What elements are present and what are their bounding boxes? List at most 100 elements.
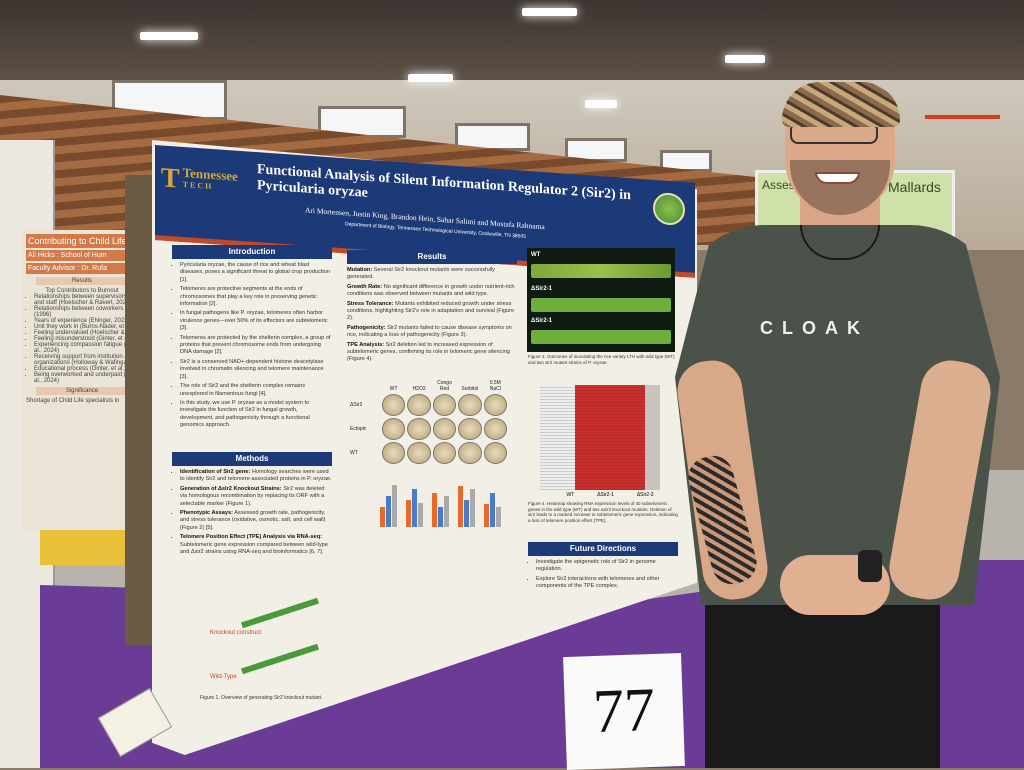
results-items: Mutation: Several Sir2 knockout mutants …: [347, 267, 517, 364]
results-text: Sir2 mutants failed to cause disease sym…: [347, 324, 512, 339]
intro-bullet: Telomeres are protected by the shelterin…: [180, 335, 332, 357]
wristwatch: [858, 550, 882, 582]
neighbor-poster: Contributing to Child Life Ali Hicks : S…: [22, 230, 142, 530]
knockout-label: Knockout construct: [210, 630, 262, 636]
results-heading: Results: [347, 250, 517, 264]
results-item: Mutation: Several Sir2 knockout mutants …: [347, 267, 517, 282]
results-term: Stress Tolerance:: [347, 300, 394, 307]
methods-item: Phenotypic Assays: Assessed growth rate,…: [180, 510, 332, 532]
intro-bullet: The role of Sir2 and the shelterin compl…: [180, 383, 332, 398]
neighbor-results-heading: Results: [36, 277, 128, 285]
intro-bullet: Pyricularia oryzae, the cause of rice an…: [180, 262, 332, 284]
gene-segment: [241, 643, 319, 675]
methods-bullets: Identification of Sir2 gene: Homology se…: [172, 469, 332, 556]
results-item: Growth Rate: No significant difference i…: [347, 284, 517, 299]
neighbor-bullet: Years of experience (Ehinger, 2022): [34, 318, 138, 324]
results-text: Mutants exhibited reduced growth under s…: [347, 300, 515, 322]
bar-mark: [470, 489, 475, 527]
results-text: Several Sir2 knockout mutants were succe…: [347, 267, 495, 281]
agar-plate: [382, 418, 406, 440]
bar-mark: [380, 507, 385, 527]
methods-term: Identification of Sir2 gene:: [180, 469, 251, 475]
results-term: Growth Rate:: [347, 283, 383, 290]
neighbor-bullet: Feeling undervalued (Hoelscher & R.): [34, 330, 138, 336]
row-label: ΔSir2: [350, 402, 363, 408]
agar-plate: [458, 418, 482, 440]
agar-plate: [432, 442, 457, 464]
rice-leaf: [531, 264, 671, 278]
figure2-bar-chart: [372, 472, 512, 527]
neighbor-bullet: Educational process (Ginter, et al.): [34, 366, 138, 372]
methods-text: Homology searches were used to identify …: [180, 469, 332, 483]
smile: [815, 172, 860, 184]
column-label: ΔSir2-2: [636, 492, 654, 498]
bar-mark: [496, 507, 501, 527]
row-label: Ectopic: [350, 426, 367, 432]
agar-plate: [458, 394, 482, 416]
gene-segment: [241, 597, 319, 629]
rice-leaf: [531, 330, 671, 344]
heatmap-wt-column: [540, 385, 575, 490]
neighbor-subheading: Top Contributors to Burnout: [45, 288, 119, 294]
bar-mark: [484, 504, 489, 527]
intro-bullet: Sir2 is a conserved NAD+-dependent histo…: [180, 359, 332, 381]
neighbor-bullet: Relationships between supervisors and st…: [34, 294, 138, 306]
neighbor-poster-title: Contributing to Child Life: [26, 234, 138, 248]
neighbor-poster-advisor: Faculty Advisor : Dr. Rufa: [26, 263, 138, 274]
neighbor-bullet: Relationships between coworkers (1996): [34, 306, 138, 318]
methods-text: Assessed growth rate, pathogenicity, and…: [180, 510, 326, 531]
agar-plate: [407, 418, 431, 440]
agar-plate: [432, 418, 457, 440]
row-label: WT: [350, 450, 358, 456]
intro-bullet: In this study, we use P. oryzae as a mod…: [180, 400, 332, 430]
agar-plate: [407, 394, 431, 416]
bar-mark: [464, 500, 469, 527]
bar-mark: [406, 500, 411, 527]
table-number-sign: 77: [563, 652, 685, 770]
neighbor-bullet: Feeling misunderstood (Ginter, et al.): [34, 336, 138, 342]
bar-mark: [386, 496, 391, 527]
bar-mark: [418, 503, 423, 527]
results-term: Mutation:: [347, 267, 373, 273]
results-item: TPE Analysis: Sir2 deletion led to incre…: [347, 342, 517, 364]
shirt-logo-text: CLOAK: [760, 318, 869, 338]
ceiling-light: [522, 8, 577, 16]
ceiling-light: [725, 55, 765, 63]
agar-plate: [382, 442, 406, 464]
neighbor-bullet: Unit they work in (Burns-Nader, et al.): [34, 324, 138, 330]
neighbor-bullet: Being overworked and underpaid (et al., …: [34, 372, 138, 384]
methods-item: Generation of Δsir2 Knockout Strains: Si…: [180, 486, 332, 508]
heatmap-ko-columns: [575, 385, 645, 490]
figure2-plates: [382, 394, 507, 464]
person-pants: [705, 585, 940, 768]
tennessee-tech-logo: T Tennessee TECH: [161, 162, 253, 199]
sign-text: Mallards: [888, 179, 941, 195]
basketball-hoop: [925, 115, 1000, 175]
results-term: Pathogenicity:: [347, 324, 386, 331]
intro-bullet: In fungal pathogens like P. oryzae, telo…: [180, 310, 332, 332]
methods-heading: Methods: [172, 452, 332, 466]
future-directions-heading: Future Directions: [528, 542, 678, 556]
ceiling-light: [140, 32, 198, 40]
results-section: Results Mutation: Several Sir2 knockout …: [347, 250, 517, 366]
ceiling-light: [585, 100, 617, 108]
methods-term: Phenotypic Assays:: [180, 510, 233, 517]
methods-section: Methods Identification of Sir2 gene: Hom…: [172, 452, 332, 558]
methods-term: Generation of Δsir2 Knockout Strains:: [180, 485, 282, 492]
methods-item: Identification of Sir2 gene: Homology se…: [180, 469, 332, 484]
neighbor-bullet: Experiencing compassion fatigue (et al.,…: [34, 342, 138, 354]
agar-plate: [432, 394, 457, 416]
column-label: ΔSir2-1: [597, 492, 614, 498]
neighbor-bullets: Relationships between supervisors and st…: [26, 294, 138, 384]
bar-mark: [412, 489, 417, 527]
introduction-bullets: Pyricularia oryzae, the cause of rice an…: [172, 262, 332, 430]
neighbor-significance-item: Shortage of Child Life specialists in: [26, 398, 120, 404]
introduction-section: Introduction Pyricularia oryzae, the cau…: [172, 245, 332, 432]
figure2-plate-headers: WT H2O2 Congo Red Sorbitol 0.5M NaCl: [382, 378, 507, 392]
future-item: Explore Sir2 interactions with telomeres…: [536, 576, 678, 591]
neighbor-bullet: Receiving support from institution and o…: [34, 354, 138, 366]
leaf-label: ΔSir2-1: [531, 318, 552, 324]
plate-header: Congo Red: [437, 380, 452, 392]
results-term: TPE Analysis:: [347, 341, 385, 348]
figure4-heatmap: [540, 385, 660, 490]
